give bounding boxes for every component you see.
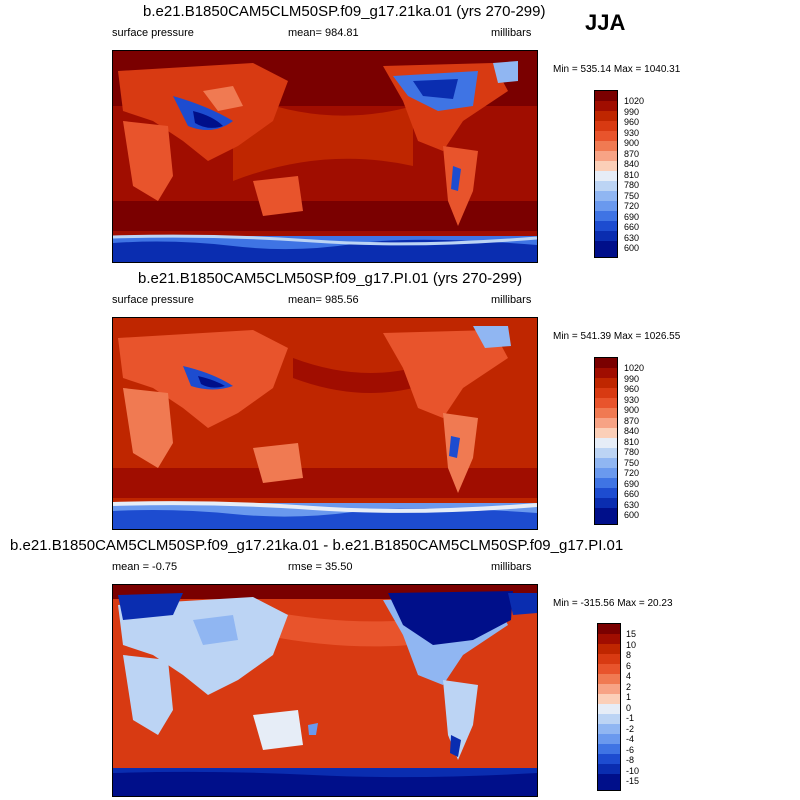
colorbar-tick-label: -15 (626, 776, 640, 786)
panel-2-map (112, 317, 538, 530)
colorbar-tick-label: 1020 (624, 363, 645, 373)
colorbar-tick-label: 900 (624, 405, 640, 415)
colorbar-tick-label: 6 (626, 660, 632, 671)
colorbar-tick-label: 600 (624, 510, 640, 520)
colorbar-tick-label: 990 (624, 373, 640, 384)
panel-3-rmse-label: rmse = 35.50 (288, 561, 353, 573)
colorbar-tick-label: 780 (624, 180, 640, 190)
colorbar-tick-label: 10 (626, 639, 637, 650)
colorbar-tick-label: 600 (624, 243, 640, 253)
colorbar-tick-label: 960 (624, 384, 640, 394)
colorbar-tick-label: 930 (624, 127, 640, 138)
panel-2-title: b.e21.B1850CAM5CLM50SP.f09_g17.PI.01 (yr… (138, 270, 523, 287)
colorbar-tick-label: 810 (624, 436, 640, 447)
panel-3-mean-label: mean = -0.75 (112, 561, 178, 573)
colorbar-tick-label: 840 (624, 426, 640, 436)
colorbar-tick-label: 930 (624, 394, 640, 405)
panel-3-minmax-label: Min = -315.56 Max = 20.23 (553, 598, 673, 609)
colorbar-tick-label: -8 (626, 755, 635, 765)
colorbar-tick-label: -1 (626, 713, 635, 723)
panel-3-units-label: millibars (491, 561, 532, 573)
colorbar-tick-label: 870 (624, 148, 640, 159)
panel-3-colorbar (597, 623, 621, 791)
colorbar-tick-label: 870 (624, 415, 640, 426)
colorbar-tick-label: 990 (624, 106, 640, 117)
colorbar-tick-label: 780 (624, 447, 640, 457)
panel-2-mean-label: mean= 985.56 (288, 294, 359, 306)
colorbar-tick-label: 690 (624, 478, 640, 489)
colorbar-tick-label: 900 (624, 138, 640, 148)
colorbar-tick-label: 750 (624, 457, 640, 468)
panel-2-colorbar (594, 357, 618, 525)
panel-3-map (112, 584, 538, 797)
colorbar-tick-label: -10 (626, 765, 640, 776)
colorbar-tick-label: 960 (624, 117, 640, 127)
colorbar-tick-label: 2 (626, 681, 632, 692)
colorbar-tick-label: 810 (624, 169, 640, 180)
season-label: JJA (585, 10, 626, 35)
panel-1-variable-label: surface pressure (112, 27, 194, 39)
colorbar-tick-label: 1 (626, 692, 632, 702)
colorbar-tick-label: 4 (626, 671, 632, 681)
panel-1-minmax-label: Min = 535.14 Max = 1040.31 (553, 64, 681, 75)
colorbar-tick-label: 630 (624, 499, 640, 510)
colorbar-tick-label: 0 (626, 702, 632, 713)
colorbar-tick-label: 1020 (624, 96, 645, 106)
colorbar-tick-label: -2 (626, 723, 635, 734)
panel-2-variable-label: surface pressure (112, 294, 194, 306)
colorbar-tick-label: 840 (624, 159, 640, 169)
colorbar-tick-label: 630 (624, 232, 640, 243)
panel-3-title: b.e21.B1850CAM5CLM50SP.f09_g17.21ka.01 -… (10, 537, 624, 554)
colorbar-tick-label: 660 (624, 222, 640, 232)
colorbar-tick-label: -6 (626, 744, 635, 755)
colorbar-tick-label: -4 (626, 734, 635, 744)
panel-1-map (112, 50, 538, 263)
colorbar-tick-label: 660 (624, 489, 640, 499)
colorbar-tick-label: 690 (624, 211, 640, 222)
colorbar-tick-label: 15 (626, 629, 637, 639)
colorbar-tick-label: 8 (626, 650, 632, 660)
panel-1-mean-label: mean= 984.81 (288, 27, 359, 39)
panel-2-minmax-label: Min = 541.39 Max = 1026.55 (553, 331, 681, 342)
panel-1-title: b.e21.B1850CAM5CLM50SP.f09_g17.21ka.01 (… (143, 3, 546, 20)
panel-1-units-label: millibars (491, 27, 532, 39)
panel-2-units-label: millibars (491, 294, 532, 306)
colorbar-tick-label: 750 (624, 190, 640, 201)
panel-1-colorbar (594, 90, 618, 258)
colorbar-tick-label: 720 (624, 468, 640, 478)
colorbar-tick-label: 720 (624, 201, 640, 211)
